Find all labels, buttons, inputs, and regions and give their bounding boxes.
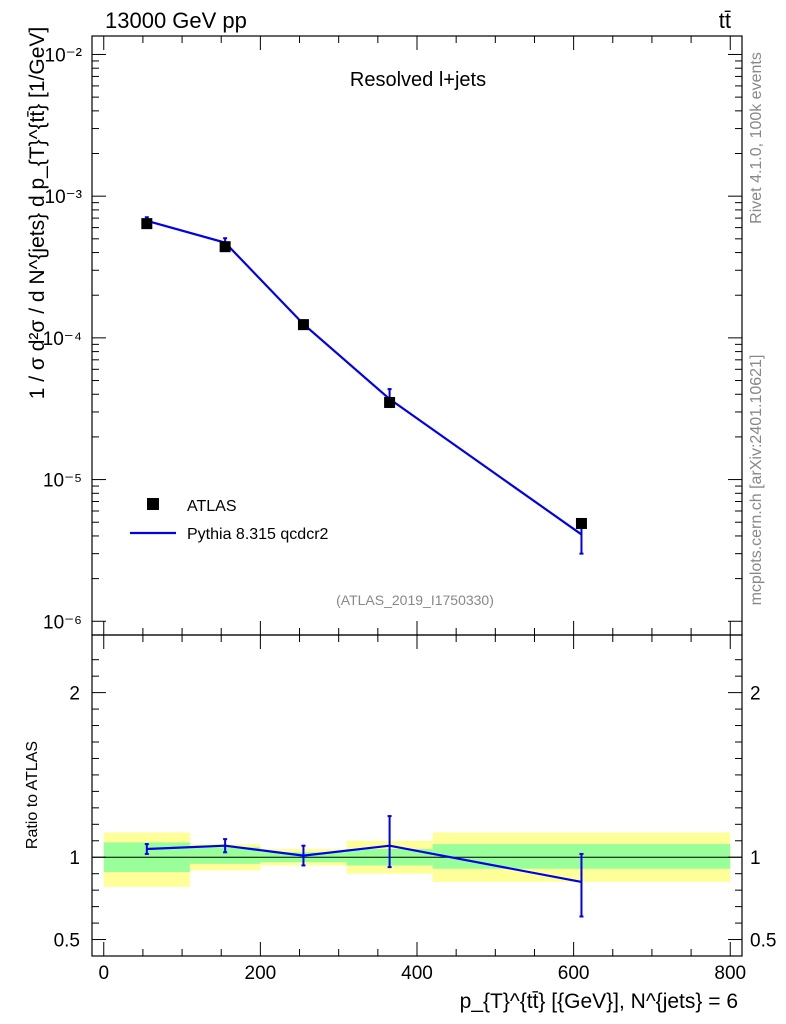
x-tick-label: 800: [714, 963, 746, 984]
ratio-plot-frame: [91, 634, 743, 957]
y-tick-label: 10⁻⁴: [43, 329, 82, 350]
x-tick-label: 0: [98, 963, 109, 984]
data-point: [384, 396, 396, 408]
analysis-tag: (ATLAS_2019_I1750330): [336, 592, 494, 608]
ratio-mc-series: [144, 815, 584, 918]
ratio-axis-ticks: [92, 635, 742, 956]
data-point: [297, 319, 309, 331]
main-axis-ticks: [92, 36, 742, 635]
main-data-series: [141, 218, 587, 529]
legend: ATLAS Pythia 8.315 qcdcr2: [130, 498, 329, 543]
data-point: [575, 517, 587, 529]
ratio-y-tick-label-right: 1: [750, 848, 761, 869]
legend-data-marker: [147, 498, 159, 510]
main-panel: 10⁻⁶ 10⁻⁵ 10⁻⁴ 10⁻³ 10⁻² 1 / σ d²σ / d N^{je…: [26, 27, 743, 636]
y-tick-label: 10⁻²: [45, 45, 83, 66]
y-tick-label: 10⁻⁶: [43, 612, 82, 633]
main-y-axis-title: 1 / σ d²σ / d N^{jets} d p_{T}^{tt̄} [1/…: [26, 27, 49, 400]
x-tick-label: 400: [401, 963, 433, 984]
ratio-y-tick-label-left: 0.5: [54, 931, 80, 952]
ratio-uncertainty-bands: [103, 832, 731, 887]
x-axis-title: p_{T}^{tt̄} [{GeV}], N^{jets} = 6: [460, 990, 738, 1013]
ratio-y-tick-label-right: 0.5: [750, 931, 776, 952]
y-tick-label: 10⁻³: [45, 187, 83, 208]
header-process: tt̄: [719, 8, 731, 33]
y-tick-label: 10⁻⁵: [43, 471, 82, 492]
legend-data-label: ATLAS: [187, 498, 237, 515]
ratio-y-tick-label-left: 1: [69, 848, 80, 869]
ratio-y-tick-label-left: 2: [69, 684, 80, 705]
rivet-label: Rivet 4.1.0, 100k events: [748, 52, 765, 224]
mc-line: [146, 219, 583, 536]
data-point: [141, 218, 153, 230]
legend-mc-label: Pythia 8.315 qcdcr2: [187, 526, 329, 543]
main-y-tick-labels: 10⁻⁶ 10⁻⁵ 10⁻⁴ 10⁻³ 10⁻²: [43, 45, 82, 633]
data-point: [219, 241, 231, 253]
x-tick-label: 200: [245, 963, 277, 984]
header-energy: 13000 GeV pp: [105, 8, 247, 33]
main-plot-frame: [91, 35, 743, 636]
resolved-annotation: Resolved l+jets: [350, 69, 486, 91]
ratio-y-tick-label-right: 2: [750, 684, 761, 705]
mcplots-label: mcplots.cern.ch [arXiv:2401.10621]: [748, 355, 765, 606]
ratio-y-axis-title: Ratio to ATLAS: [24, 741, 41, 849]
ratio-inner-band: [189, 847, 261, 864]
x-tick-label: 600: [558, 963, 590, 984]
